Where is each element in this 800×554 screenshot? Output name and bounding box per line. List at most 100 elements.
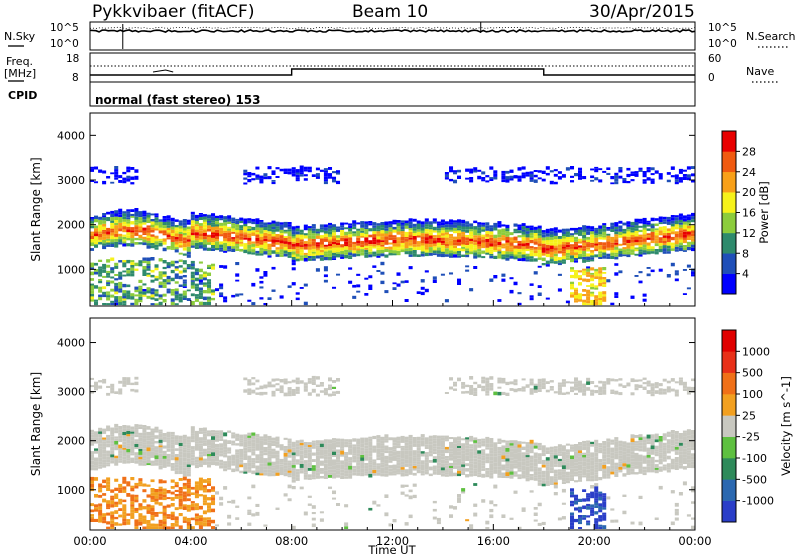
velocity-cell: [465, 390, 470, 394]
power-cell: [380, 261, 385, 266]
velocity-cell: [110, 450, 115, 455]
power-cell: [557, 262, 562, 266]
velocity-cell: [255, 446, 260, 448]
power-cell: [658, 176, 663, 180]
power-cell: [186, 267, 191, 270]
velocity-cell: [493, 456, 498, 459]
velocity-cell: [590, 475, 595, 479]
velocity-cell: [590, 509, 595, 514]
velocity-cell: [110, 430, 115, 435]
power-cell: [126, 211, 131, 214]
velocity-cell: [263, 458, 268, 461]
power-cell: [146, 243, 151, 246]
power-cell: [444, 172, 449, 175]
power-cell: [533, 247, 538, 249]
velocity-cell: [364, 450, 369, 454]
velocity-cell: [332, 391, 337, 394]
velocity-cell: [211, 500, 216, 503]
power-cell: [150, 294, 155, 298]
velocity-cell: [453, 388, 458, 391]
velocity-cell: [287, 467, 292, 471]
velocity-cell: [283, 456, 288, 460]
velocity-cell: [219, 462, 224, 466]
velocity-cell: [545, 477, 550, 481]
velocity-cell: [122, 489, 127, 493]
velocity-cell: [94, 385, 99, 389]
velocity-cell: [146, 510, 151, 514]
power-cell: [509, 249, 514, 252]
power-cell: [267, 176, 272, 180]
velocity-cell: [578, 509, 583, 513]
power-cell: [578, 256, 583, 260]
velocity-cell: [182, 476, 187, 481]
velocity-cell: [243, 445, 248, 448]
velocity-cell: [207, 439, 212, 443]
power-cell: [505, 233, 510, 237]
power-cell: [412, 253, 417, 257]
velocity-cell: [453, 437, 458, 441]
power-cell: [126, 166, 131, 170]
velocity-cell: [198, 457, 203, 461]
power-cell: [332, 244, 337, 248]
power-cell: [638, 218, 643, 222]
velocity-cell: [251, 460, 256, 463]
velocity-cell: [432, 435, 437, 439]
power-cell: [114, 265, 119, 269]
velocity-cell: [521, 461, 526, 466]
velocity-cell: [106, 459, 111, 463]
velocity-cell: [420, 464, 425, 468]
power-cell: [594, 245, 599, 249]
velocity-cell: [303, 442, 308, 446]
velocity-cell: [578, 447, 583, 451]
velocity-cell: [207, 442, 212, 446]
velocity-cell: [432, 446, 437, 449]
power-cell: [356, 240, 361, 244]
power-cell: [565, 228, 570, 232]
velocity-cell: [380, 443, 385, 446]
power-cell: [682, 215, 687, 219]
power-cell: [130, 209, 135, 212]
velocity-cell: [626, 471, 631, 475]
power-cell: [380, 236, 385, 241]
power-cell: [634, 222, 639, 226]
power-cell: [396, 220, 401, 223]
velocity-cell: [122, 499, 127, 503]
power-cell: [259, 276, 264, 279]
power-cell: [94, 181, 99, 184]
power-cell: [178, 284, 183, 287]
power-cell: [372, 225, 377, 228]
power-cell: [638, 221, 643, 224]
velocity-cell: [287, 484, 292, 489]
velocity-cell: [380, 473, 385, 477]
velocity-cell: [606, 454, 611, 458]
velocity-cell: [348, 448, 353, 452]
power-cell: [122, 211, 127, 214]
power-cell: [412, 233, 417, 236]
velocity-cell: [606, 476, 611, 479]
velocity-cell: [194, 462, 199, 465]
velocity-cell: [505, 466, 510, 469]
velocity-cell: [404, 522, 409, 526]
power-cell: [166, 221, 171, 226]
velocity-cell: [444, 460, 449, 464]
velocity-cell: [178, 439, 183, 443]
velocity-cell: [255, 379, 260, 383]
power-cell: [666, 172, 671, 175]
velocity-cell: [323, 470, 328, 474]
velocity-cell: [586, 506, 591, 510]
power-cell: [170, 233, 175, 236]
velocity-cell: [509, 469, 514, 472]
power-cell: [682, 239, 687, 244]
power-cell: [319, 247, 324, 250]
power-cell: [444, 229, 449, 233]
velocity-cell: [259, 450, 264, 454]
power-cell: [259, 242, 264, 245]
power-cell: [570, 281, 575, 284]
power-cell: [194, 246, 199, 249]
velocity-cell: [517, 469, 522, 472]
power-cell: [235, 235, 240, 239]
power-cell: [323, 224, 328, 228]
power-cell: [182, 275, 187, 278]
power-cell: [477, 222, 482, 225]
